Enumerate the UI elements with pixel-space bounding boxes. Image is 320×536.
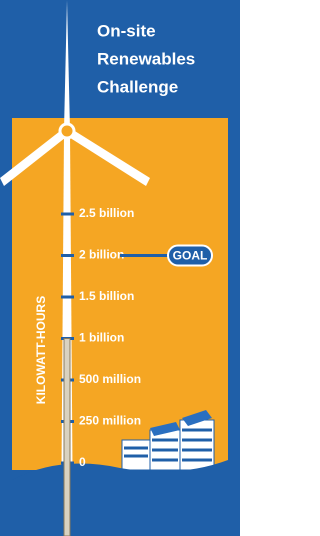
y-tick-label: 250 million [79,414,141,428]
y-tick-label: 2.5 billion [79,206,134,220]
y-tick-label: 500 million [79,372,141,386]
title-line: Challenge [97,77,178,96]
infographic: On-site Renewables Challenge KILOWATT-HOUR… [0,0,240,536]
progress-fill [64,339,70,536]
y-tick-label: 1 billion [79,331,124,345]
y-tick-label: 1.5 billion [79,289,134,303]
title-line: On-site [97,21,156,40]
y-tick-label: 0 [79,455,86,469]
turbine-hub [60,124,74,138]
title-line: Renewables [97,49,195,68]
goal-label: GOAL [173,249,208,263]
y-axis-label: KILOWATT-HOURS [34,296,48,404]
y-tick-label: 2 billion [79,248,124,262]
hills [12,460,228,536]
